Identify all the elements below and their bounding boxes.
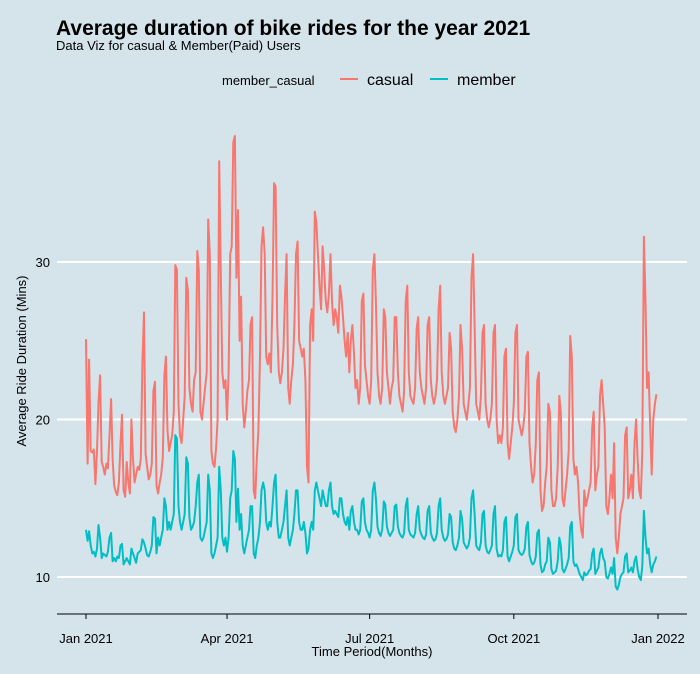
legend: member_casual casual member [222, 72, 516, 89]
chart-title: Average duration of bike rides for the y… [56, 17, 531, 40]
y-tick-label: 30 [36, 255, 50, 270]
legend-item-casual: casual [340, 72, 413, 89]
legend-label-member: member [457, 72, 516, 89]
x-tick-label: Apr 2021 [201, 631, 254, 646]
series-line-member [85, 434, 658, 591]
y-tick-label: 10 [36, 570, 50, 585]
legend-title: member_casual [222, 73, 315, 88]
y-tick-labels: 10 20 30 [36, 255, 50, 585]
series-line-casual [85, 135, 658, 555]
x-tick-label: Jan 2022 [631, 631, 685, 646]
x-tick-label: Jul 2021 [345, 631, 394, 646]
legend-item-member: member [430, 72, 516, 89]
series-lines [85, 135, 658, 591]
x-tick-label: Jan 2021 [59, 631, 113, 646]
y-tick-label: 20 [36, 413, 50, 428]
legend-label-casual: casual [367, 72, 413, 89]
chart-subtitle: Data Viz for casual & Member(Paid) Users [56, 38, 301, 53]
x-ticks: Jan 2021 Apr 2021 Jul 2021 Oct 2021 Jan 2022 [59, 614, 685, 646]
x-tick-label: Oct 2021 [487, 631, 540, 646]
y-axis-label: Average Ride Duration (Mins) [14, 276, 29, 447]
x-axis-label: Time Period(Months) [312, 644, 433, 659]
